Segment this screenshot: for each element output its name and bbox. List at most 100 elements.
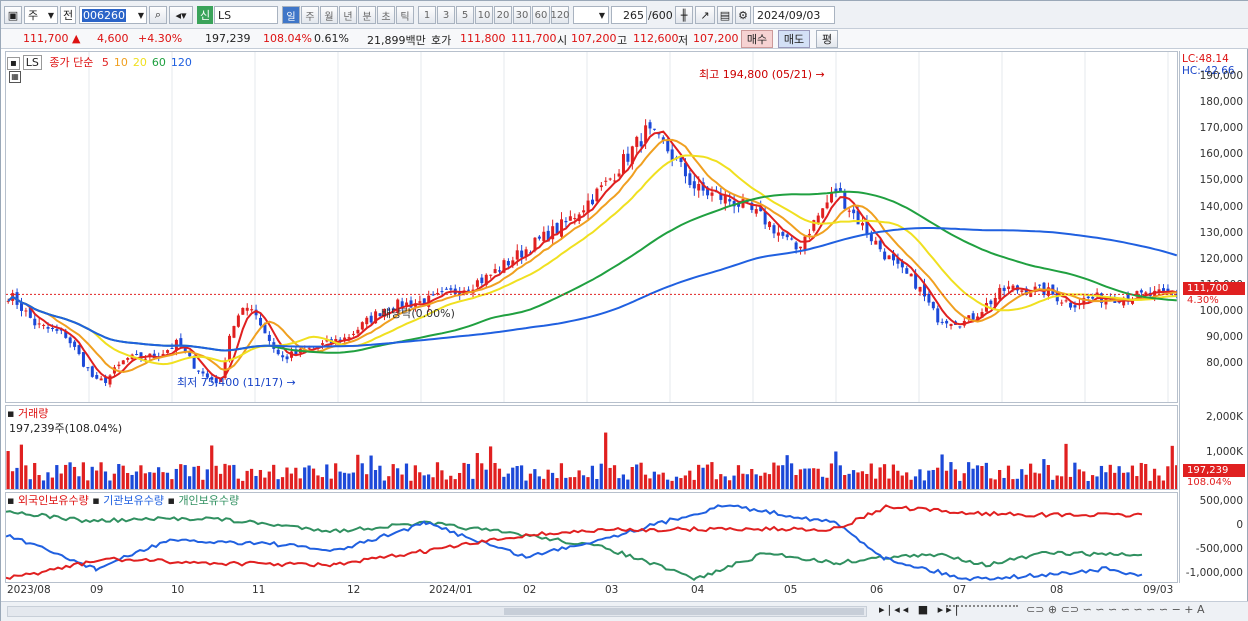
tool-icons[interactable]: ⊂⊃ ⊕ ⊂⊃ ∽ ∽ ∽ ∽ ∽ ∽ ∽ − + A <box>1026 603 1205 616</box>
price-pane[interactable]: 최고 194,800 (05/21) → 최저 75,400 (11/17) → 배… <box>5 51 1178 403</box>
period-tab-6[interactable]: 틱 <box>396 6 414 24</box>
period-tab-5[interactable]: 초 <box>377 6 395 24</box>
candle-body <box>86 367 90 369</box>
candle-body <box>396 299 400 313</box>
candle-icon[interactable]: ╫ <box>675 6 693 24</box>
candle-body <box>1144 292 1148 295</box>
save-icon[interactable]: ▤ <box>717 6 733 24</box>
period-tab-1[interactable]: 주 <box>301 6 319 24</box>
layout-icon[interactable]: ▪ <box>7 57 20 70</box>
candle-body <box>24 310 28 312</box>
candle-body <box>560 219 564 237</box>
volume-bar <box>688 470 692 489</box>
volume-bar <box>466 463 471 489</box>
volume-bar <box>661 472 665 489</box>
draw-tool-icon[interactable]: ↗ <box>695 6 715 24</box>
date-input[interactable]: 2024/09/03 <box>753 6 835 24</box>
volume-bar <box>758 475 763 489</box>
average-button[interactable]: 평 <box>816 30 838 48</box>
zoom-slider[interactable] <box>946 605 1018 617</box>
volume-bar <box>984 462 988 489</box>
buy-button[interactable]: 매수 <box>741 30 773 48</box>
holder-y-tick: -500,000 <box>1195 543 1243 555</box>
volume-bar <box>882 464 887 489</box>
candle-body <box>967 315 971 320</box>
scroll-track[interactable] <box>7 606 867 617</box>
volume-bar <box>1121 472 1126 489</box>
candle-body <box>307 347 311 349</box>
interval-input[interactable]: ▼ <box>573 6 609 24</box>
x-tick-label: 07 <box>953 584 967 596</box>
volume-pane[interactable] <box>5 405 1178 490</box>
layout-icon[interactable]: ▣ <box>4 6 22 24</box>
candle-body <box>1046 287 1050 296</box>
candle-body <box>1011 285 1015 290</box>
volume-bar <box>1166 466 1170 489</box>
candle-body <box>405 302 409 307</box>
speaker-icon[interactable]: ◂▾ <box>169 6 193 24</box>
volume-bar <box>254 475 258 489</box>
minute-tab-10[interactable]: 10 <box>475 6 493 24</box>
candle-body <box>608 178 612 180</box>
minute-tab-30[interactable]: 30 <box>513 6 531 24</box>
volume-bar <box>369 455 373 489</box>
volume-bar <box>298 478 302 489</box>
minute-tab-3[interactable]: 3 <box>437 6 455 24</box>
holder-legend: ▪ 외국인보유수량 ▪ 기관보유수량 ▪ 개인보유수량 <box>7 492 239 508</box>
candle-body <box>931 301 935 309</box>
minute-tab-20[interactable]: 20 <box>494 6 512 24</box>
x-tick-label: 02 <box>523 584 537 596</box>
volume-bar <box>949 462 953 489</box>
gear-icon[interactable]: ⚙ <box>735 6 751 24</box>
candle-body <box>661 137 665 141</box>
period-tab-3[interactable]: 년 <box>339 6 357 24</box>
candle-body <box>591 199 594 205</box>
volume-bar <box>165 472 170 489</box>
minute-tab-5[interactable]: 5 <box>456 6 474 24</box>
volume-bar <box>1002 477 1006 489</box>
period-tab-4[interactable]: 분 <box>358 6 376 24</box>
table-icon[interactable]: ▦ <box>9 71 21 83</box>
period-tab-2[interactable]: 월 <box>320 6 338 24</box>
candle-body <box>905 268 909 274</box>
count-input[interactable]: 265 <box>611 6 647 24</box>
minute-tab-60[interactable]: 60 <box>532 6 550 24</box>
volume-bar <box>847 473 851 489</box>
volume-bar <box>320 477 325 489</box>
volume-bar <box>276 479 280 489</box>
volume-bar <box>909 479 913 489</box>
ma-line-120 <box>7 227 1177 352</box>
volume-bar <box>218 473 223 489</box>
volume-bar <box>586 477 590 489</box>
volume-bar <box>68 462 72 489</box>
x-tick-label: 12 <box>347 584 361 596</box>
stock-name-field[interactable]: LS <box>214 6 278 24</box>
candle-body <box>564 220 568 223</box>
candle-body <box>1166 288 1170 293</box>
nav-buttons[interactable]: ▸|◂◂ ■ ▸▸| <box>879 603 962 616</box>
scroll-thumb[interactable] <box>504 608 864 615</box>
candle-body <box>785 234 789 238</box>
type-select[interactable]: 전 <box>60 6 76 24</box>
candle-body <box>1029 293 1033 297</box>
minute-tab-120[interactable]: 120 <box>550 6 570 24</box>
volume-bar <box>152 472 156 489</box>
sell-button[interactable]: 매도 <box>778 30 810 48</box>
candle-body <box>790 238 794 240</box>
volume-bar <box>674 476 679 489</box>
stock-code-input[interactable]: 006260 ▼ <box>79 6 147 24</box>
individual-line <box>6 510 1143 582</box>
search-icon[interactable]: ⌕ <box>149 6 167 24</box>
period-select[interactable]: 주 ▼ <box>24 6 58 24</box>
price-y-tick: 120,000 <box>1199 252 1243 265</box>
minute-tab-1[interactable]: 1 <box>418 6 436 24</box>
volume-bar <box>280 477 285 489</box>
volume-value: 197,239 <box>205 32 251 45</box>
volume-bar <box>223 463 227 489</box>
volume-bar <box>413 465 417 489</box>
volume-title: ▪ 거래량 <box>7 405 48 421</box>
holder-pane[interactable] <box>5 492 1178 583</box>
period-tab-0[interactable]: 일 <box>282 6 300 24</box>
price-y-tick: 90,000 <box>1206 331 1243 343</box>
volume-bar <box>1011 479 1015 489</box>
